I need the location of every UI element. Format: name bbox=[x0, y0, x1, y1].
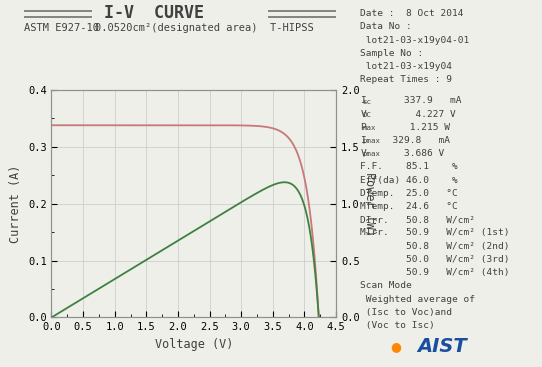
Text: Sample No :: Sample No : bbox=[360, 49, 424, 58]
Text: DTemp.  25.0   °C: DTemp. 25.0 °C bbox=[360, 189, 458, 198]
Text: ASTM E927-10: ASTM E927-10 bbox=[24, 22, 99, 33]
Text: pmax: pmax bbox=[363, 152, 380, 157]
Y-axis label: Current (A): Current (A) bbox=[9, 164, 22, 243]
Text: 1.215 W: 1.215 W bbox=[381, 123, 450, 132]
Text: MTemp.  24.6   °C: MTemp. 24.6 °C bbox=[360, 202, 458, 211]
Text: lot21-03-x19y04: lot21-03-x19y04 bbox=[360, 62, 453, 71]
Text: V: V bbox=[360, 110, 366, 119]
Text: OC: OC bbox=[363, 112, 372, 118]
Text: Data No :: Data No : bbox=[360, 22, 412, 32]
Y-axis label: Power (W): Power (W) bbox=[363, 172, 376, 236]
Text: max: max bbox=[363, 125, 376, 131]
Text: ●: ● bbox=[390, 340, 401, 353]
Text: I: I bbox=[360, 97, 366, 105]
Text: MIrr.   50.9   W/cm² (1st): MIrr. 50.9 W/cm² (1st) bbox=[360, 229, 510, 237]
Text: (Isc to Voc)and: (Isc to Voc)and bbox=[360, 308, 453, 317]
Text: Weighted average of: Weighted average of bbox=[360, 295, 475, 304]
Text: 3.686 V: 3.686 V bbox=[381, 149, 444, 158]
Text: 50.0   W/cm² (3rd): 50.0 W/cm² (3rd) bbox=[360, 255, 510, 264]
Text: Repeat Times : 9: Repeat Times : 9 bbox=[360, 75, 453, 84]
Text: 337.9   mA: 337.9 mA bbox=[381, 97, 462, 105]
Text: 0.0520cm²(designated area)  T-HIPSS: 0.0520cm²(designated area) T-HIPSS bbox=[95, 22, 314, 33]
Text: pmax: pmax bbox=[363, 138, 380, 144]
Text: I-V  CURVE: I-V CURVE bbox=[105, 4, 204, 22]
Text: sc: sc bbox=[363, 99, 372, 105]
Text: lot21-03-x19y04-01: lot21-03-x19y04-01 bbox=[360, 36, 470, 45]
Text: 329.8   mA: 329.8 mA bbox=[381, 136, 450, 145]
Text: I: I bbox=[360, 136, 366, 145]
Text: 50.8   W/cm² (2nd): 50.8 W/cm² (2nd) bbox=[360, 242, 510, 251]
Text: (Voc to Isc): (Voc to Isc) bbox=[360, 321, 435, 330]
Text: Date :  8 Oct 2014: Date : 8 Oct 2014 bbox=[360, 9, 464, 18]
Text: DIrr.   50.8   W/cm²: DIrr. 50.8 W/cm² bbox=[360, 215, 475, 224]
Text: V: V bbox=[360, 149, 366, 158]
Text: F.F.    85.1    %: F.F. 85.1 % bbox=[360, 163, 458, 171]
Text: 4.227 V: 4.227 V bbox=[381, 110, 456, 119]
Text: P: P bbox=[360, 123, 366, 132]
Text: AIST: AIST bbox=[417, 337, 467, 356]
Text: Eff(da) 46.0    %: Eff(da) 46.0 % bbox=[360, 176, 458, 185]
X-axis label: Voltage (V): Voltage (V) bbox=[154, 338, 233, 351]
Text: Scan Mode: Scan Mode bbox=[360, 281, 412, 290]
Text: 50.9   W/cm² (4th): 50.9 W/cm² (4th) bbox=[360, 268, 510, 277]
